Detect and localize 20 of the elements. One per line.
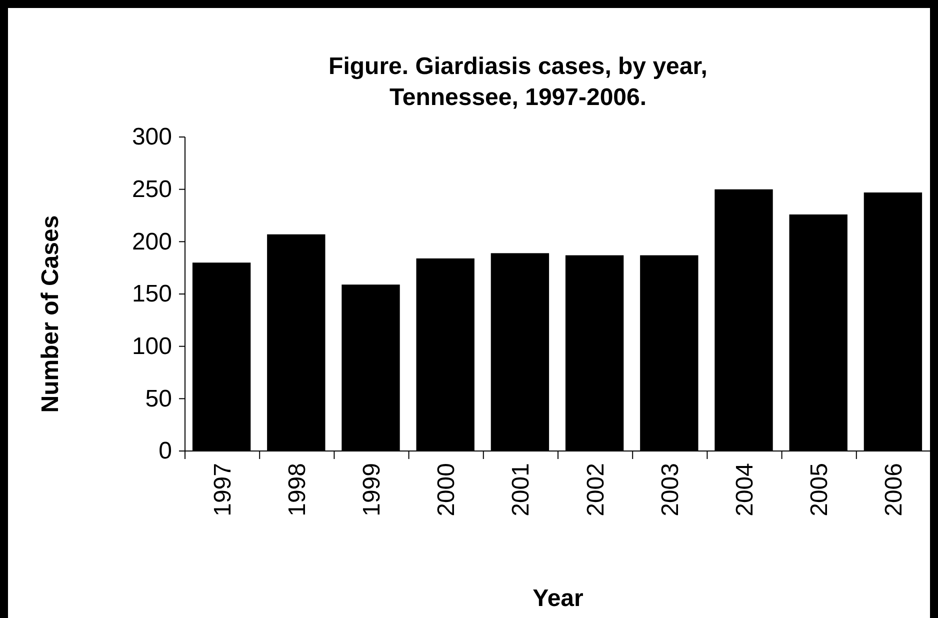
x-tick-label: 2004 [732,463,758,516]
x-tick-label: 1999 [358,463,386,516]
x-axis-title: Year [532,585,584,612]
x-tick-label: 2002 [582,463,610,516]
y-tick-label: 300 [132,124,172,151]
y-tick-label: 100 [132,333,172,360]
x-tick-label: 2005 [806,463,834,516]
y-tick-label: 0 [158,438,172,465]
x-tick-label: 1998 [284,463,311,516]
y-tick-label: 200 [132,228,172,256]
x-tick-label: 1997 [209,463,236,516]
y-tick-label: 150 [132,280,172,308]
x-tick-label: 2000 [433,463,460,516]
x-tick-label: 2003 [656,463,684,516]
x-tick-label: 2006 [880,463,908,516]
chart-title: Figure. Giardiasis cases, by year, Tennessee, 1997-2006. [328,53,708,111]
y-axis-title: Number of Cases [37,215,64,413]
x-tick-label: 2001 [508,463,535,516]
y-tick-label: 50 [145,385,172,412]
y-tick-label: 250 [132,176,172,204]
